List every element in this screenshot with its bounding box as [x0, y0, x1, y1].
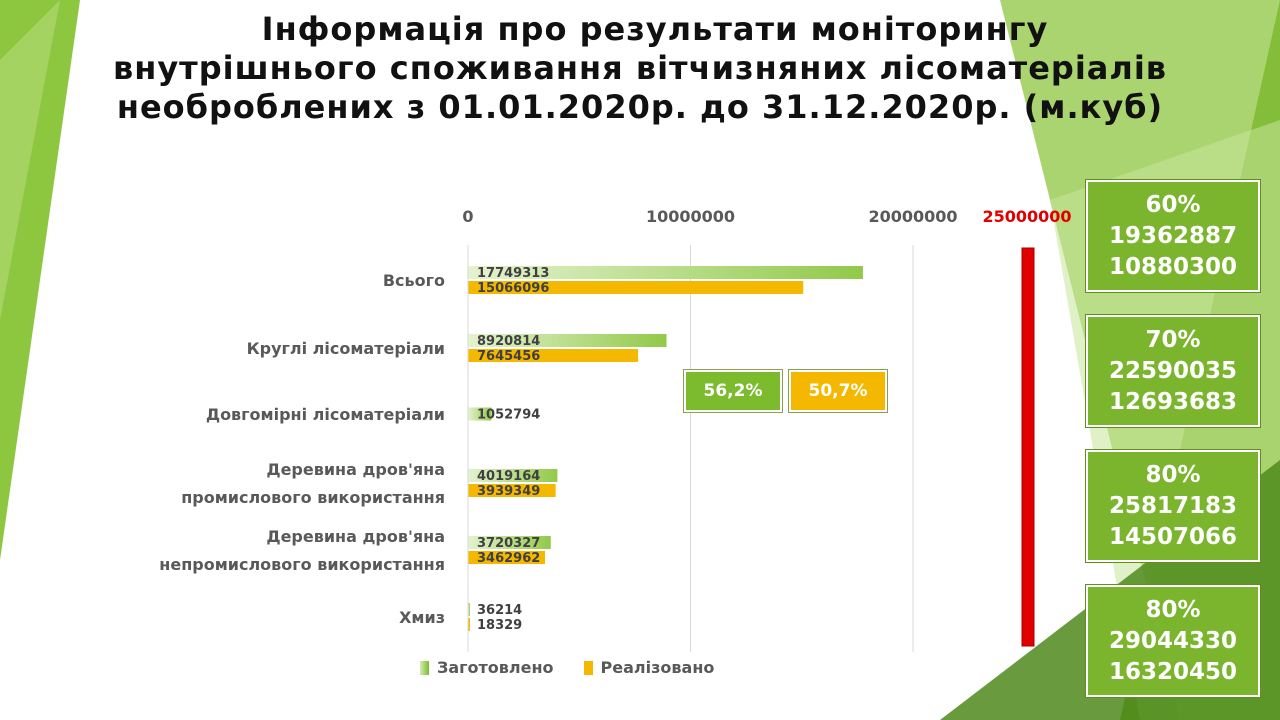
bar-harvested [468, 407, 492, 421]
bar-sold [468, 484, 556, 497]
legend-swatch-sold [583, 660, 593, 675]
category-label: Деревина дров'яна [266, 527, 445, 546]
side-box-4: 80% 29044330 16320450 [1086, 585, 1260, 697]
side-box-value-2: 12693683 [1108, 388, 1238, 415]
data-label-sold: 18329 [477, 618, 522, 633]
data-label-sold: 7645456 [477, 349, 540, 364]
legend-item-harvested: Заготовлено [420, 658, 554, 677]
x-tick-label: 10000000 [646, 207, 735, 226]
title-line-2: внутрішнього споживання вітчизняних лісо… [112, 49, 1168, 88]
x-tick-label: 0 [462, 207, 473, 226]
sold-percent-box: 50,7% [789, 370, 887, 412]
side-box-value-1: 29044330 [1108, 627, 1238, 654]
page-title: Інформація про результати моніторингу вн… [0, 10, 1280, 127]
x-tick-label: 20000000 [868, 207, 957, 226]
bar-harvested [468, 266, 863, 279]
harvested-percent-box: 56,2% [684, 370, 782, 412]
category-label: промислового використання [181, 488, 445, 507]
data-label-harvested: 8920814 [477, 334, 540, 349]
chart-legend: Заготовлено Реалізовано [420, 658, 714, 677]
bar-sold [468, 349, 639, 362]
bar-harvested [468, 536, 551, 549]
bar-harvested [468, 603, 470, 616]
bar-sold [468, 618, 470, 631]
bar-sold [468, 551, 546, 564]
limit-marker-bar [1021, 247, 1035, 647]
side-box-2: 70% 22590035 12693683 [1086, 315, 1260, 427]
category-label: Деревина дров'яна [266, 460, 445, 479]
side-box-value-2: 16320450 [1108, 658, 1238, 685]
legend-item-sold: Реалізовано [583, 658, 715, 677]
side-box-value-1: 25817183 [1108, 492, 1238, 519]
legend-label-sold: Реалізовано [600, 658, 715, 677]
category-label: Хмиз [399, 608, 445, 627]
legend-label-harvested: Заготовлено [437, 658, 554, 677]
title-line-1: Інформація про результати моніторингу [261, 10, 1049, 48]
data-label-sold: 3939349 [477, 484, 540, 499]
side-box-percent: 80% [1145, 461, 1201, 488]
bar-harvested [468, 469, 558, 482]
side-box-percent: 70% [1145, 326, 1201, 353]
side-box-value-2: 10880300 [1108, 253, 1238, 280]
data-label-harvested: 36214 [477, 603, 522, 618]
data-label-harvested: 1052794 [477, 408, 540, 423]
side-box-value-1: 19362887 [1108, 222, 1238, 249]
category-label: Довгомірні лісоматеріали [206, 405, 445, 424]
side-box-value-2: 14507066 [1108, 523, 1238, 550]
side-box-percent: 60% [1145, 191, 1201, 218]
bar-sold [468, 281, 804, 294]
data-label-sold: 3462962 [477, 551, 540, 566]
data-label-harvested: 17749313 [477, 266, 549, 281]
side-box-value-1: 22590035 [1108, 357, 1238, 384]
data-label-sold: 15066096 [477, 281, 549, 296]
left-light-wedge [0, 0, 60, 320]
bar-harvested [468, 334, 667, 347]
category-label: Всього [383, 271, 445, 290]
category-label: непромислового використання [159, 555, 445, 574]
limit-marker-label: 25000000 [982, 207, 1071, 226]
category-label: Круглі лісоматеріали [247, 339, 445, 358]
side-box-1: 60% 19362887 10880300 [1086, 180, 1260, 292]
side-box-3: 80% 25817183 14507066 [1086, 450, 1260, 562]
legend-swatch-harvested [420, 660, 429, 675]
data-label-harvested: 4019164 [477, 469, 540, 484]
data-label-harvested: 3720327 [477, 536, 540, 551]
title-line-3: необроблених з 01.01.2020р. до 31.12.202… [116, 88, 1164, 127]
side-box-percent: 80% [1145, 596, 1201, 623]
